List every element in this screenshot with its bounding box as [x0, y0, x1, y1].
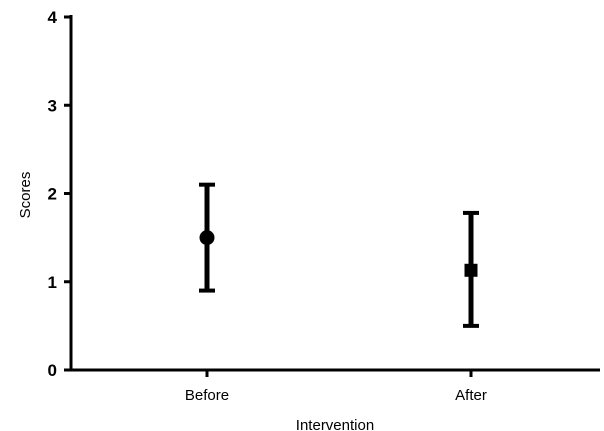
data-point-circle [199, 230, 215, 246]
y-tick-label: 4 [48, 8, 58, 27]
y-tick-label: 3 [48, 96, 57, 115]
x-axis-title: Intervention [296, 417, 374, 431]
axes [69, 15, 600, 372]
data-point-square [464, 263, 478, 277]
x-ticks: Before After [185, 370, 487, 404]
y-tick-label: 0 [48, 361, 57, 380]
data-marks [199, 182, 479, 328]
x-tick-label: Before [185, 387, 229, 404]
y-axis-title: Scores [17, 172, 34, 219]
y-ticks: 0 1 2 3 4 [48, 8, 71, 380]
x-tick-label: After [455, 387, 487, 404]
y-tick-label: 1 [48, 273, 57, 292]
y-tick-label: 2 [48, 185, 57, 204]
